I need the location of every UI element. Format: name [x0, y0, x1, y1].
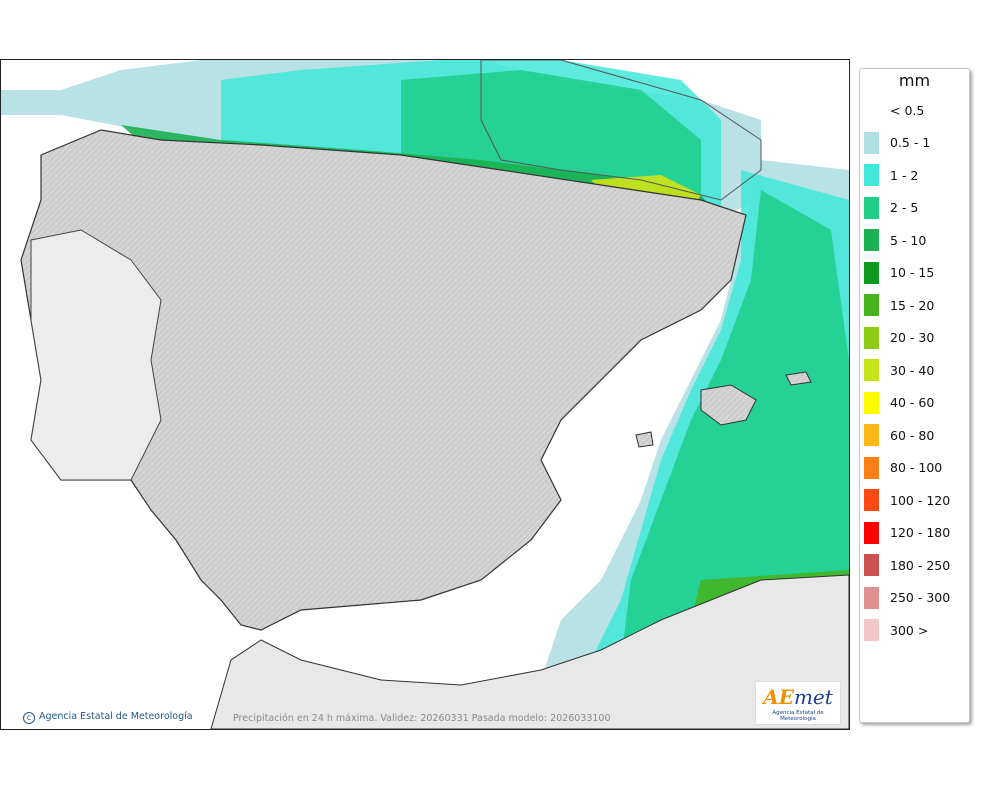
- legend-label: 120 - 180: [890, 525, 951, 540]
- legend-panel: mm < 0.5 0.5 - 1 1 - 2 2 - 5 5 - 10 10 - 15 15…: [859, 68, 970, 723]
- legend-row: 0.5 - 1: [860, 131, 931, 154]
- legend-unit: mm: [898, 71, 931, 90]
- portugal: [30, 229, 162, 481]
- map-caption: Precipitación en 24 h máxima. Validez: 2…: [233, 713, 611, 724]
- legend-label: 300 >: [890, 622, 929, 638]
- ibiza: [635, 431, 654, 448]
- legend-label: 1 - 2: [890, 167, 919, 183]
- legend-swatch: [864, 424, 879, 446]
- legend-label: 20 - 30: [890, 330, 935, 345]
- north-africa: [210, 574, 849, 729]
- legend-swatch: [864, 131, 879, 154]
- legend-row: 40 - 60: [860, 391, 935, 414]
- legend-swatch: [864, 489, 879, 511]
- legend-row: 10 - 15: [860, 261, 935, 284]
- legend-row: 300 >: [860, 619, 928, 641]
- legend-row: 30 - 40: [860, 359, 934, 381]
- legend-row: 250 - 300: [860, 586, 951, 609]
- legend-label: 2 - 5: [890, 200, 919, 215]
- legend-label: 5 - 10: [890, 232, 927, 248]
- legend-row: 60 - 80: [860, 424, 934, 446]
- legend-row: 1 - 2: [860, 164, 918, 186]
- legend-label: 100 - 120: [890, 492, 951, 508]
- mallorca: [700, 384, 757, 426]
- legend-label: 250 - 300: [890, 590, 951, 605]
- legend-row: < 0.5: [860, 99, 924, 121]
- legend-label: 80 - 100: [890, 460, 943, 475]
- legend-swatch: [864, 456, 879, 479]
- legend-row: 100 - 120: [860, 489, 950, 511]
- legend-row: 20 - 30: [860, 326, 935, 349]
- legend-swatch: [864, 294, 879, 316]
- legend-row: 15 - 20: [860, 294, 934, 316]
- legend-swatch: [864, 164, 879, 186]
- legend-swatch: [864, 554, 879, 576]
- legend-swatch: [864, 196, 879, 219]
- precip-area-med-2-5: [621, 190, 849, 680]
- legend-swatch: [864, 261, 879, 284]
- legend-swatch: [864, 521, 879, 544]
- map-canvas: [1, 60, 849, 729]
- legend-swatch: [864, 229, 879, 251]
- legend-label: 180 - 250: [890, 557, 951, 573]
- credit-text: c Agencia Estatal de Meteorología: [23, 711, 193, 724]
- legend-label: 30 - 40: [890, 362, 935, 378]
- precipitation-map: c Agencia Estatal de Meteorología Precipi…: [0, 59, 850, 730]
- copyright-icon: c: [23, 712, 35, 724]
- france: [480, 60, 762, 201]
- aemet-logo: AEmet Agencia Estatal de Meteorología: [755, 681, 841, 725]
- legend-label: < 0.5: [890, 102, 925, 118]
- legend-row: 120 - 180: [860, 521, 951, 544]
- legend-swatch: [864, 326, 879, 349]
- legend-label: 0.5 - 1: [890, 135, 931, 150]
- legend-swatch: [864, 586, 879, 609]
- menorca: [785, 371, 812, 386]
- legend-label: 60 - 80: [890, 427, 935, 443]
- legend-label: 40 - 60: [890, 395, 935, 410]
- legend-label: 15 - 20: [890, 297, 935, 313]
- legend-label: 10 - 15: [890, 265, 935, 280]
- legend-row: 2 - 5: [860, 196, 919, 219]
- legend-swatch: [864, 391, 879, 414]
- legend-swatch: [864, 359, 879, 381]
- legend-swatch: [864, 99, 879, 121]
- legend-row: 180 - 250: [860, 554, 950, 576]
- legend-row: 5 - 10: [860, 229, 926, 251]
- legend-row: 80 - 100: [860, 456, 943, 479]
- legend-swatch: [864, 619, 879, 641]
